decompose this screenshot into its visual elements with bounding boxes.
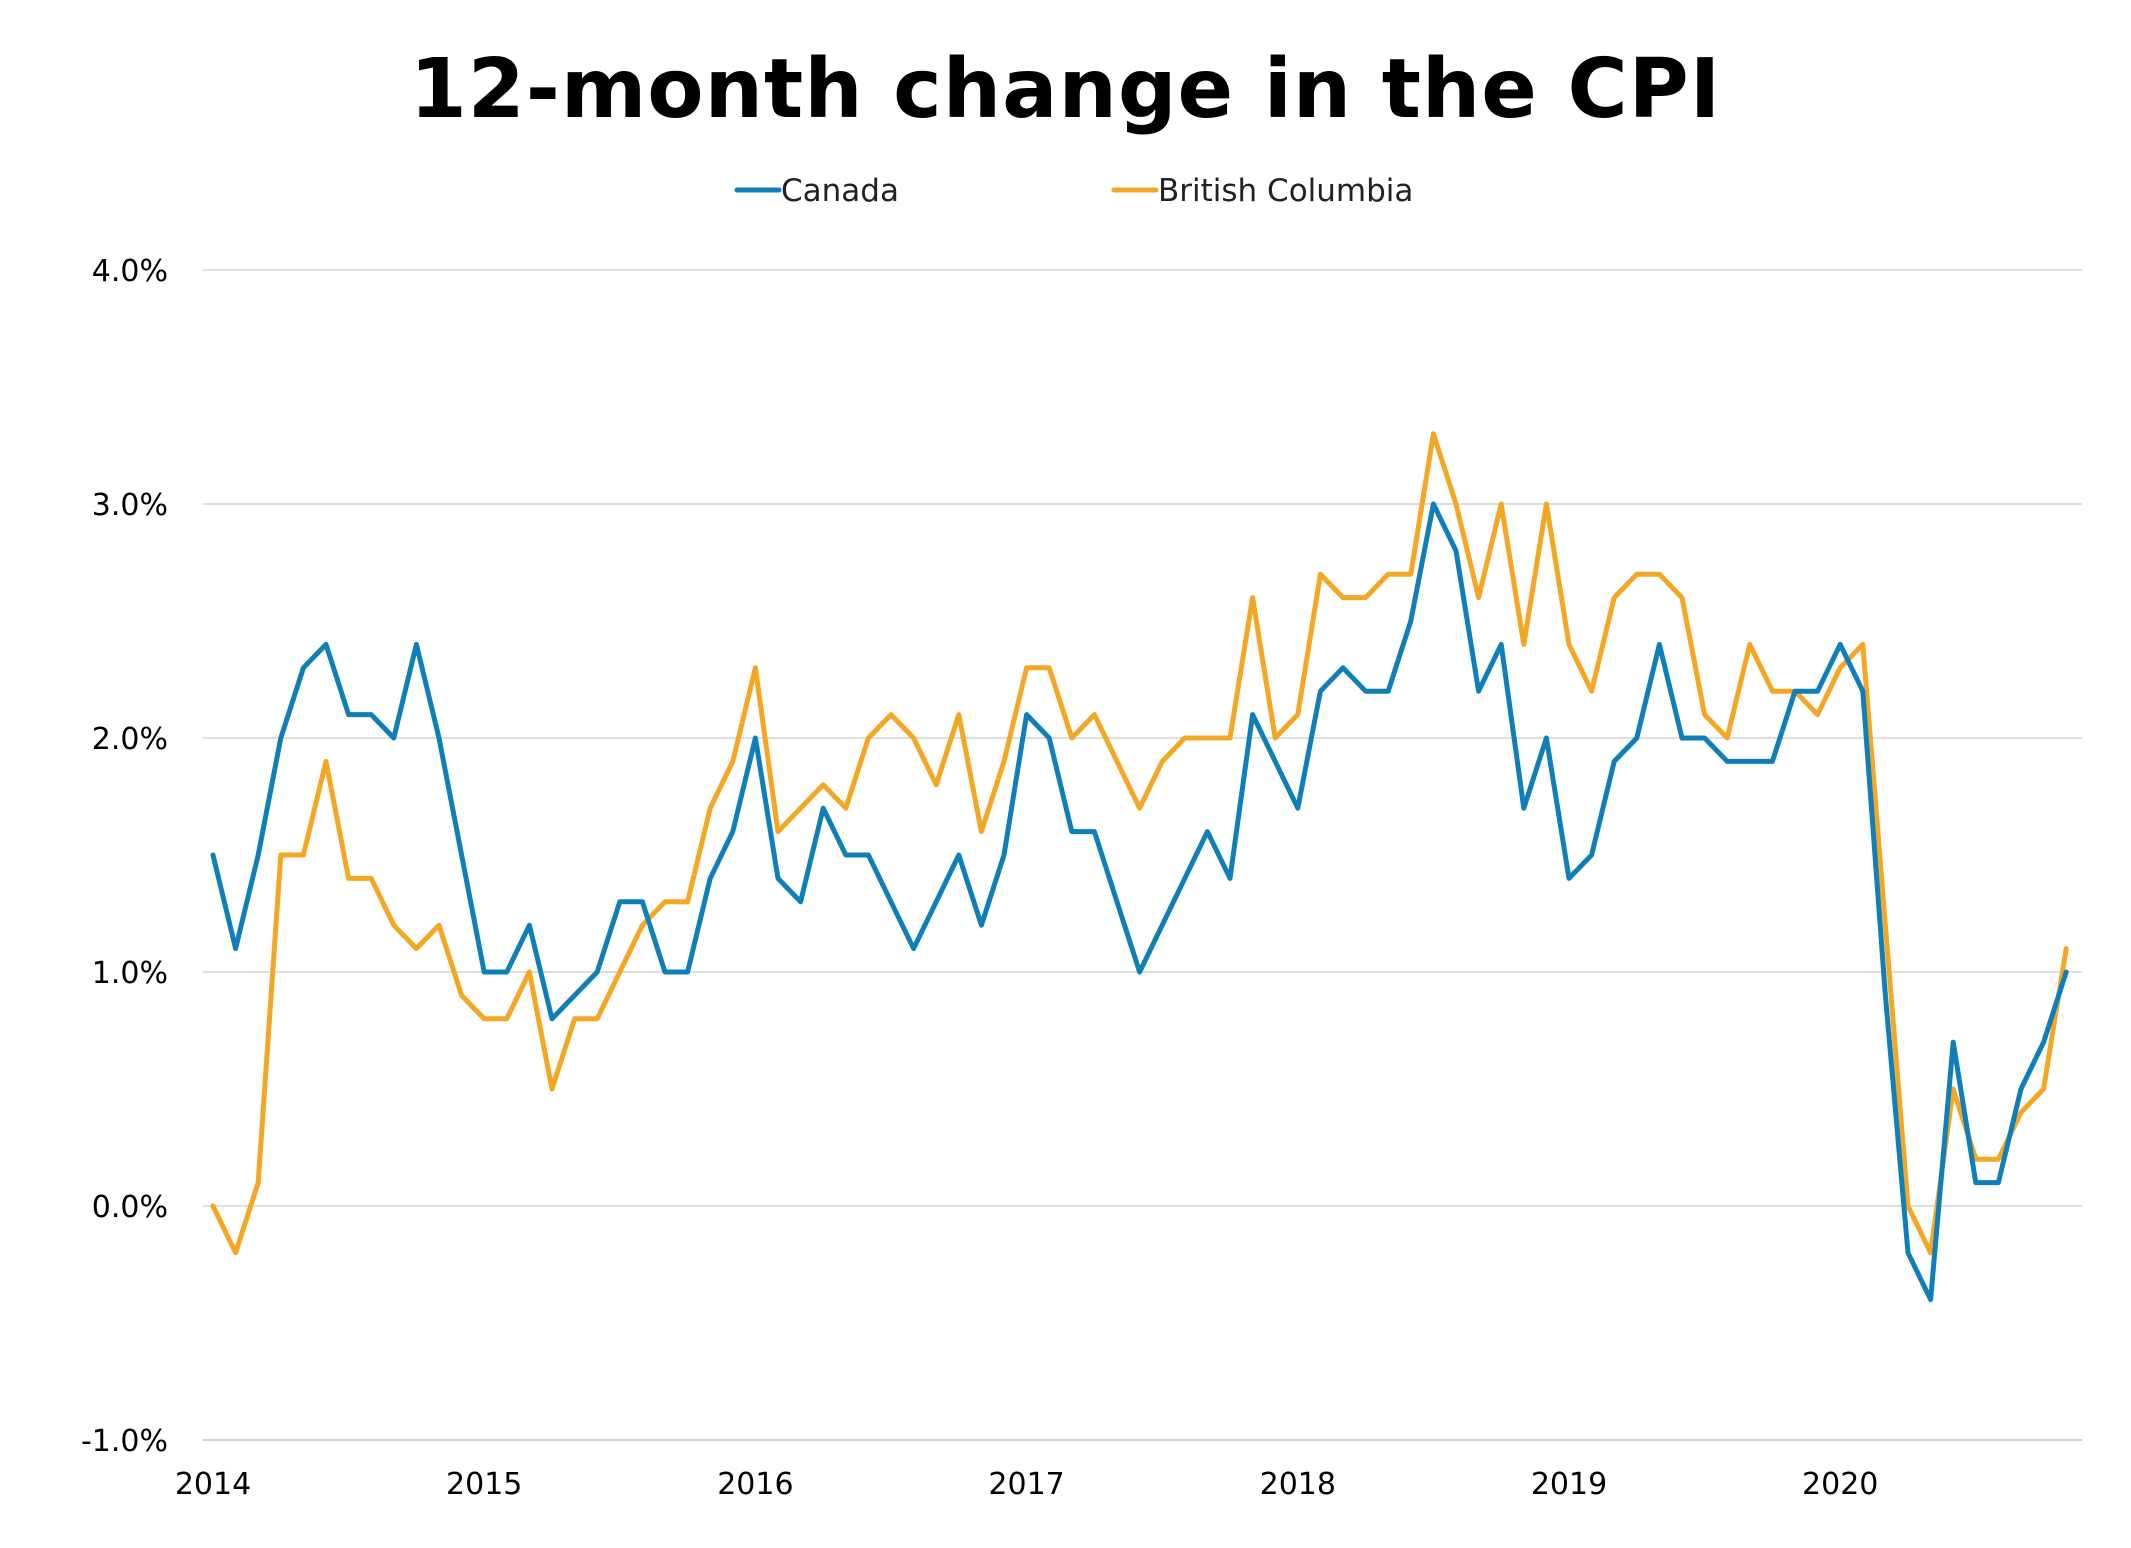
x-tick-label: 2017 (988, 1467, 1064, 1502)
legend: Canada British Columbia (734, 173, 1413, 209)
x-tick-label: 2014 (175, 1467, 251, 1502)
series-lines (210, 431, 2069, 1303)
x-tick-label: 2019 (1531, 1467, 1607, 1502)
x-tick-label: 2016 (717, 1467, 793, 1502)
y-tick-label: 3.0% (92, 488, 168, 523)
x-tick-label: 2015 (446, 1467, 522, 1502)
legend-label: Canada (781, 173, 899, 209)
x-tick-label: 2020 (1802, 1467, 1878, 1502)
chart-title: 12-month change in the CPI (409, 42, 1722, 137)
x-tick-label: 2018 (1260, 1467, 1336, 1502)
series-line-canada (210, 501, 2069, 1303)
y-tick-label: 0.0% (92, 1190, 168, 1225)
y-tick-label: 4.0% (92, 254, 168, 289)
y-tick-label: -1.0% (81, 1424, 168, 1459)
y-tick-label: 2.0% (92, 722, 168, 757)
x-axis-ticks: 2014 2015 2016 2017 2018 2019 2020 (175, 1467, 1879, 1502)
y-tick-label: 1.0% (92, 956, 168, 991)
series-line-british-columbia (210, 431, 2069, 1256)
legend-label: British Columbia (1158, 173, 1413, 209)
gridlines (203, 269, 2082, 1207)
y-axis-ticks: 4.0% 3.0% 2.0% 1.0% 0.0% -1.0% (81, 254, 168, 1459)
